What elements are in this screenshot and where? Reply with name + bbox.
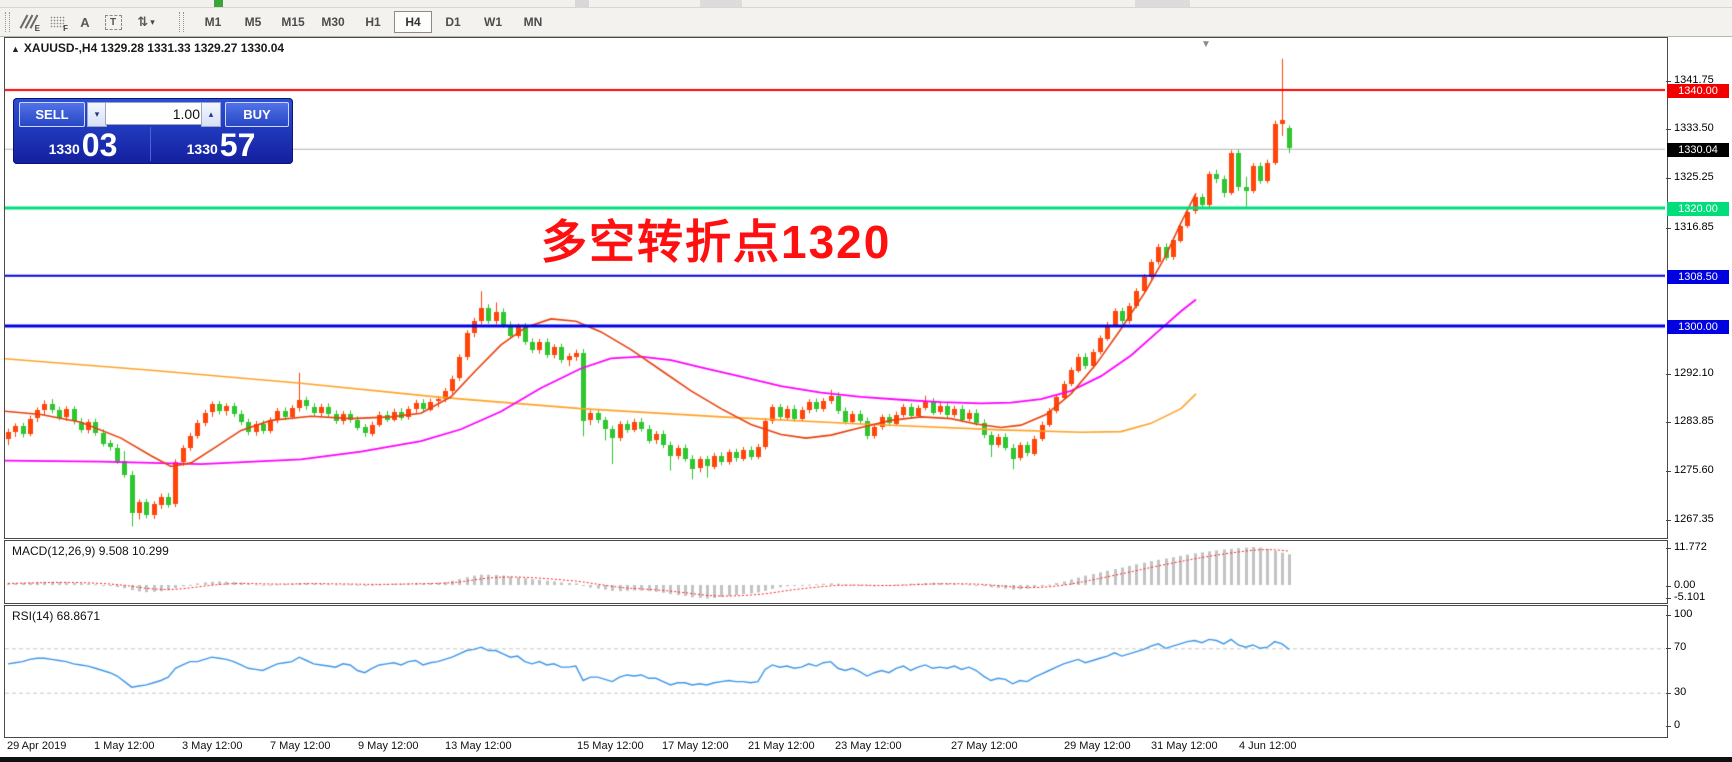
axis-tick-label: 70 bbox=[1674, 641, 1687, 654]
tf-button-D1[interactable]: D1 bbox=[445, 15, 461, 29]
tf-button-MN[interactable]: MN bbox=[523, 15, 543, 29]
axis-tick bbox=[1666, 547, 1671, 549]
date-label: 27 May 12:00 bbox=[951, 740, 1018, 752]
axis-tick-label: 1267.35 bbox=[1674, 512, 1714, 525]
timeframe-toolbar: M1 M5 M15 M30 H1 H4 D1 W1 MN bbox=[193, 11, 553, 33]
sell-price[interactable]: 1330 03 bbox=[16, 127, 151, 161]
volume-decrease-button[interactable]: ▾ bbox=[87, 102, 107, 127]
date-label: 9 May 12:00 bbox=[358, 740, 419, 752]
date-label: 29 May 12:00 bbox=[1064, 740, 1131, 752]
date-label: 7 May 12:00 bbox=[270, 740, 331, 752]
axis-tick-label: 0.00 bbox=[1674, 579, 1696, 591]
axis-tick-label: 1325.25 bbox=[1674, 171, 1714, 184]
axis-tick-label: 1292.10 bbox=[1674, 366, 1714, 379]
price-level-badge: 1340.00 bbox=[1667, 84, 1729, 98]
chart-shift-marker[interactable]: ▼ bbox=[1201, 39, 1211, 50]
toolbar-grip[interactable] bbox=[5, 12, 10, 32]
axis-tick bbox=[1666, 586, 1671, 587]
date-label: 15 May 12:00 bbox=[577, 740, 644, 752]
axis-tick bbox=[1666, 519, 1671, 521]
axis-tick bbox=[1666, 692, 1671, 694]
date-label: 23 May 12:00 bbox=[835, 740, 902, 752]
tf-button-H1[interactable]: H1 bbox=[365, 15, 381, 29]
axis-tick bbox=[1666, 470, 1671, 472]
toolbar-fragment bbox=[700, 0, 742, 7]
date-label: 13 May 12:00 bbox=[445, 740, 512, 752]
text-box-icon[interactable]: T bbox=[101, 11, 125, 33]
rsi-label: RSI(14) 68.8671 bbox=[12, 609, 101, 623]
tf-button-M30[interactable]: M30 bbox=[321, 15, 345, 29]
volume-input[interactable] bbox=[105, 102, 205, 125]
grid-glyph bbox=[49, 16, 65, 28]
toolbar: E F A T ⇅ ▾ M1 M5 M15 M30 H1 H4 D1 W1 MN bbox=[0, 8, 1732, 37]
axis-tick-label: 1316.85 bbox=[1674, 220, 1714, 233]
date-label: 1 May 12:00 bbox=[94, 740, 155, 752]
toolbar-fragment bbox=[575, 0, 589, 7]
dropdown-caret-icon[interactable]: ▾ bbox=[150, 16, 155, 27]
axis-tick-label: 1283.85 bbox=[1674, 415, 1714, 428]
tf-button-M1[interactable]: M1 bbox=[204, 15, 222, 29]
date-label: 21 May 12:00 bbox=[748, 740, 815, 752]
macd-canvas[interactable] bbox=[5, 541, 1665, 601]
buy-price[interactable]: 1330 57 bbox=[186, 127, 256, 163]
buy-button[interactable]: BUY bbox=[225, 102, 289, 127]
axis-tick-label: 100 bbox=[1674, 608, 1693, 620]
axis-tick bbox=[1666, 178, 1671, 180]
tf-button-M15[interactable]: M15 bbox=[281, 15, 305, 29]
window-top-strip bbox=[0, 0, 1732, 8]
date-label: 4 Jun 12:00 bbox=[1239, 740, 1297, 752]
arrows-icon[interactable]: ⇅ ▾ bbox=[137, 14, 155, 29]
date-label: 29 Apr 2019 bbox=[7, 740, 67, 752]
axis-tick bbox=[1666, 422, 1671, 424]
price-level-badge: 1320.00 bbox=[1667, 202, 1729, 216]
axis-tick-label: 0 bbox=[1674, 719, 1681, 731]
axis-tick bbox=[1666, 129, 1671, 131]
chart-annotation-text: 多空转折点1320 bbox=[541, 216, 892, 268]
date-label: 31 May 12:00 bbox=[1151, 740, 1218, 752]
axis-tick-label: 1341.75 bbox=[1674, 73, 1714, 86]
toolbar-fragment bbox=[214, 0, 223, 7]
tf-button-M5[interactable]: M5 bbox=[244, 15, 262, 29]
axis-tick bbox=[1666, 227, 1671, 229]
macd-pane[interactable]: MACD(12,26,9) 9.508 10.299 bbox=[4, 540, 1668, 604]
date-label: 3 May 12:00 bbox=[182, 740, 243, 752]
volume-increase-button[interactable]: ▴ bbox=[201, 102, 221, 127]
axis-tick bbox=[1666, 373, 1671, 375]
axis-tick-label: 1333.50 bbox=[1674, 122, 1714, 135]
axis-tick-label: 11.772 bbox=[1674, 540, 1707, 553]
axis-tick-label: 1275.60 bbox=[1674, 463, 1714, 476]
axis-tick bbox=[1666, 648, 1671, 650]
axis-tick-label: 30 bbox=[1674, 685, 1687, 698]
axis-tick bbox=[1666, 615, 1671, 616]
price-axis[interactable]: 1341.75 1333.50 1325.25 1316.85 1292.10 1283.… bbox=[1666, 37, 1732, 737]
price-level-badge: 1330.04 bbox=[1667, 142, 1729, 157]
rsi-canvas[interactable] bbox=[5, 606, 1665, 735]
axis-tick bbox=[1666, 598, 1671, 599]
grid-icon[interactable]: F bbox=[45, 11, 69, 33]
indicators-icon[interactable]: E bbox=[17, 11, 41, 33]
rsi-pane[interactable]: RSI(14) 68.8671 bbox=[4, 605, 1668, 738]
price-level-badge: 1308.50 bbox=[1667, 269, 1729, 284]
axis-tick bbox=[1666, 726, 1671, 727]
macd-label: MACD(12,26,9) 9.508 10.299 bbox=[12, 544, 169, 558]
toolbar-fragment bbox=[1135, 0, 1190, 7]
axis-tick-label: -5.101 bbox=[1674, 591, 1706, 603]
toolbar-grip[interactable] bbox=[179, 12, 184, 32]
symbol-title: ▲ XAUUSD-,H4 1329.28 1331.33 1329.27 1330… bbox=[11, 41, 285, 55]
window-bottom-edge bbox=[0, 757, 1732, 762]
price-level-badge: 1300.00 bbox=[1667, 320, 1729, 334]
main-chart-pane[interactable]: ▲ XAUUSD-,H4 1329.28 1331.33 1329.27 1330… bbox=[4, 37, 1668, 539]
time-axis[interactable]: 29 Apr 2019 1 May 12:00 3 May 12:00 7 May 1… bbox=[4, 738, 1732, 757]
date-label: 17 May 12:00 bbox=[662, 740, 729, 752]
axis-tick bbox=[1666, 80, 1671, 82]
collapse-icon[interactable]: ▲ bbox=[11, 44, 20, 54]
tf-button-H4[interactable]: H4 bbox=[394, 11, 432, 33]
tf-button-W1[interactable]: W1 bbox=[484, 15, 502, 29]
sell-button[interactable]: SELL bbox=[19, 102, 85, 127]
text-label-icon[interactable]: A bbox=[80, 14, 90, 30]
